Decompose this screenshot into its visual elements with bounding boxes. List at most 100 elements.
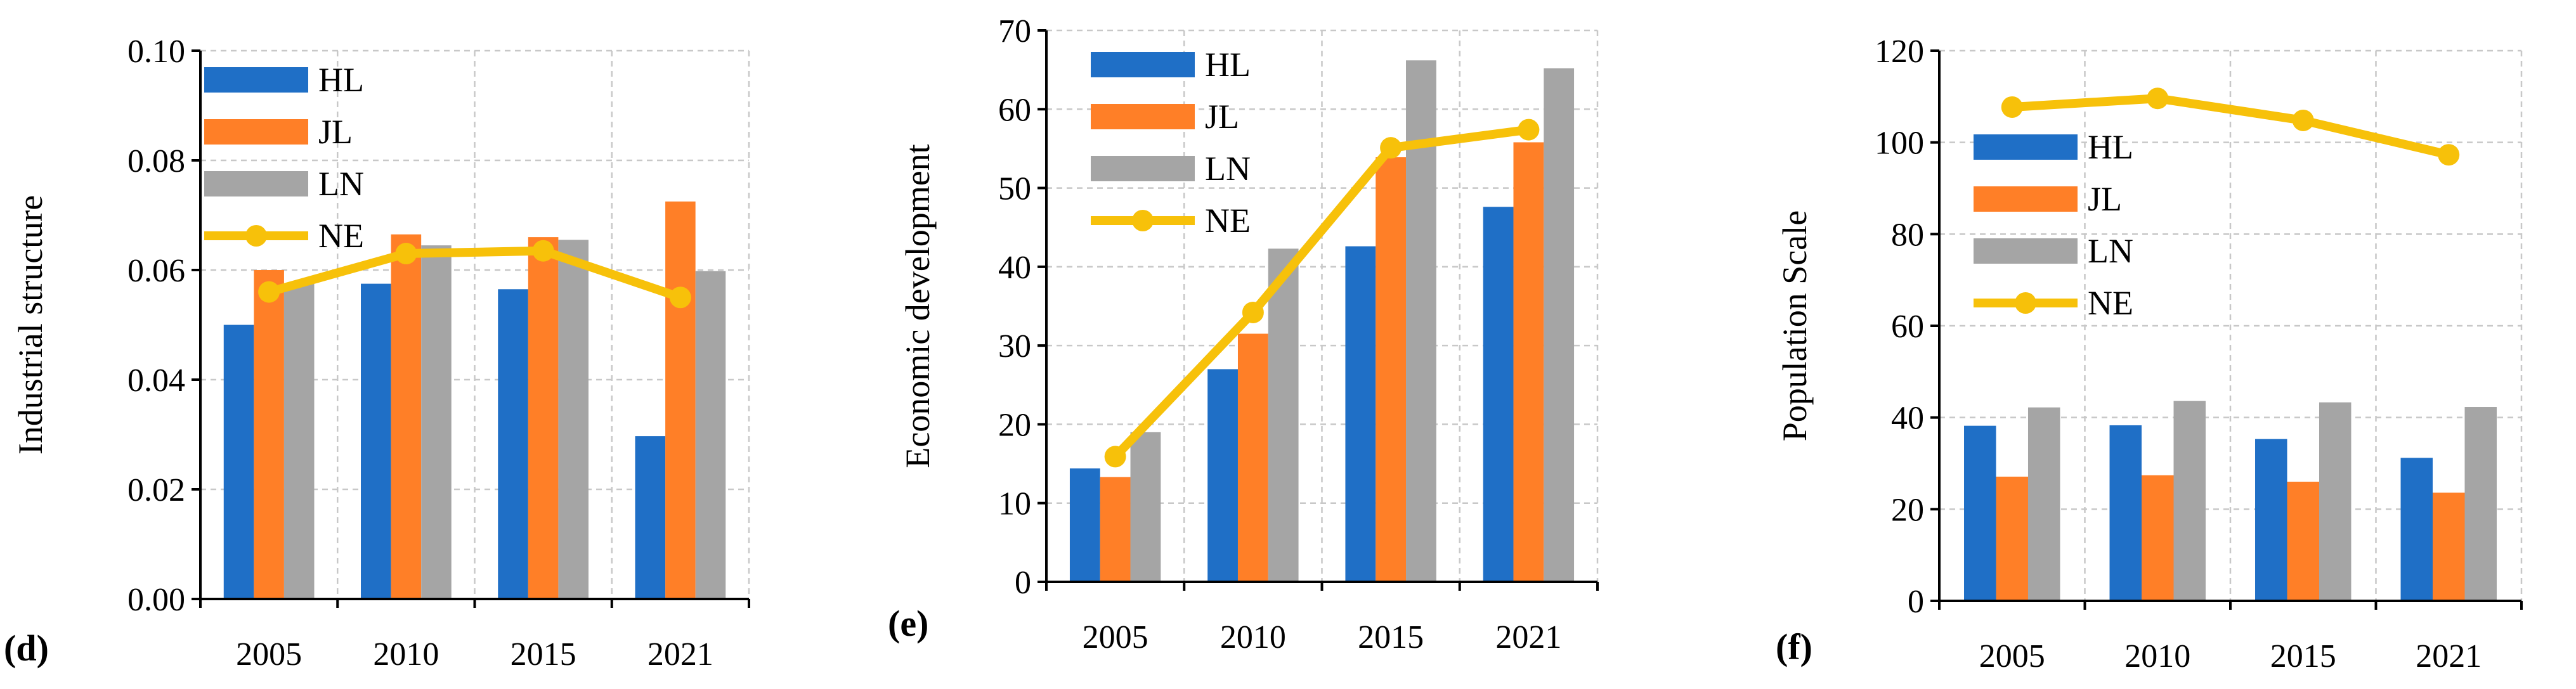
bar-jl-2021	[1513, 142, 1544, 582]
x-tick-label: 2021	[2416, 638, 2482, 674]
bar-hl-2015	[1345, 246, 1376, 582]
bar-jl-2010	[1237, 333, 1268, 582]
legend-label-ln: LN	[1205, 150, 1251, 188]
legend-swatch-jl	[204, 119, 308, 145]
x-tick-label: 2010	[1220, 619, 1286, 655]
legend: HL JL LN NE	[1091, 46, 1251, 240]
bar-hl-2010	[1207, 369, 1238, 582]
y-tick-label: 0.06	[127, 253, 185, 289]
point-ne-2021	[2438, 144, 2460, 166]
bar-hl-2010	[2109, 425, 2142, 601]
legend-label-hl: HL	[318, 61, 364, 99]
bar-ln-2005	[283, 283, 315, 599]
legend-label-ln: LN	[318, 165, 364, 203]
legend-swatch-ln	[1974, 238, 2078, 264]
x-tick-label: 2015	[1358, 619, 1424, 655]
x-tick-label: 2005	[1979, 638, 2045, 674]
bar-jl-2015	[2287, 481, 2319, 601]
legend-label-ne: NE	[2088, 284, 2133, 322]
y-tick-label: 0	[1908, 584, 1924, 620]
y-tick-label: 20	[1891, 492, 1924, 528]
legend-swatch-ln	[1091, 156, 1195, 181]
y-tick-label: 0.04	[127, 363, 185, 399]
y-axis-title: Industrial structure	[11, 195, 49, 454]
legend-swatch-ln	[204, 171, 308, 196]
x-tick-label: 2010	[373, 636, 439, 673]
bar-ln-2005	[2027, 407, 2060, 601]
y-tick-label: 60	[998, 92, 1031, 128]
y-tick-label: 40	[998, 250, 1031, 286]
y-tick-label: 80	[1891, 217, 1924, 253]
legend-swatch-marker-ne	[245, 225, 267, 247]
x-tick-label: 2015	[2270, 638, 2336, 674]
chart-panel-f: 0 20 40 60 80 100 120 2005 2010 2015 2021 Populatio…	[1776, 34, 2523, 674]
legend-label-hl: HL	[1205, 46, 1251, 84]
bar-ln-2010	[2173, 401, 2206, 601]
legend-swatch-hl	[1091, 52, 1195, 77]
x-tick-label: 2010	[2124, 638, 2190, 674]
bar-hl-2015	[2255, 439, 2287, 601]
panel-label: (f)	[1776, 626, 1812, 667]
bar-hl-2005	[223, 325, 254, 599]
bar-ln-2021	[695, 271, 726, 600]
y-tick-label: 20	[998, 407, 1031, 443]
bar-hl-2010	[361, 283, 391, 599]
bar-ln-2010	[421, 245, 452, 599]
bar-hl-2015	[498, 289, 528, 599]
y-tick-label: 60	[1891, 309, 1924, 345]
bar-jl-2010	[2142, 475, 2174, 601]
point-ne-2005	[1104, 446, 1126, 468]
y-tick-label: 0.00	[127, 582, 185, 618]
x-tick-label: 2015	[511, 636, 576, 673]
chart-panel-e: 0 10 20 30 40 50 60 70 2005 2010 2015 2021 Economic …	[888, 13, 1599, 655]
point-ne-2010	[2147, 87, 2169, 110]
y-tick-label: 100	[1875, 126, 1924, 162]
panel-label: (d)	[4, 628, 49, 669]
y-tick-label: 0	[1015, 565, 1031, 601]
y-tick-label: 40	[1891, 401, 1924, 437]
legend: HL JL LN NE	[1974, 128, 2133, 322]
y-tick-label: 120	[1875, 34, 1924, 70]
bar-hl-2021	[635, 436, 666, 599]
bar-hl-2021	[1483, 207, 1514, 582]
y-axis-title: Economic development	[899, 144, 937, 468]
bar-jl-2021	[2433, 493, 2465, 601]
legend-label-hl: HL	[2088, 128, 2133, 166]
y-tick-label: 70	[998, 13, 1031, 49]
line-ne	[1110, 125, 1533, 461]
bar-ln-2021	[1544, 68, 1575, 582]
legend-swatch-jl	[1974, 186, 2078, 212]
x-tick-label: 2021	[647, 636, 713, 673]
legend-label-ne: NE	[318, 217, 364, 255]
bar-jl-2005	[254, 270, 284, 599]
x-tick-label: 2021	[1495, 619, 1561, 655]
legend-label-jl: JL	[318, 113, 353, 151]
panel-label: (e)	[888, 603, 928, 644]
point-ne-2015	[2292, 109, 2314, 131]
bar-ln-2021	[2464, 407, 2497, 601]
point-ne-2010	[395, 243, 417, 265]
bar-ln-2005	[1130, 432, 1161, 582]
legend-swatch-jl	[1091, 104, 1195, 129]
y-tick-label: 30	[998, 328, 1031, 364]
point-ne-2021	[1518, 119, 1540, 141]
legend-swatch-marker-ne	[1132, 210, 1154, 231]
point-ne-2005	[258, 281, 280, 303]
point-ne-2015	[532, 240, 554, 262]
legend-label-ne: NE	[1205, 202, 1251, 240]
bar-hl-2021	[2400, 458, 2433, 601]
legend-swatch-marker-ne	[2015, 292, 2036, 314]
point-ne-2021	[669, 287, 691, 309]
bar-jl-2010	[391, 234, 422, 599]
chart-panel-d: 0.00 0.02 0.04 0.06 0.08 0.10 2005 2010 2015 2021…	[4, 34, 750, 673]
legend-label-jl: JL	[1205, 98, 1239, 136]
bar-hl-2005	[1069, 468, 1100, 582]
bar-jl-2015	[528, 237, 559, 600]
bar-ln-2010	[1268, 248, 1299, 582]
legend-label-jl: JL	[2088, 180, 2122, 218]
bar-ln-2015	[558, 240, 589, 599]
point-ne-2010	[1242, 301, 1264, 323]
bar-hl-2005	[1964, 425, 1996, 601]
bar-jl-2005	[1996, 476, 2028, 601]
